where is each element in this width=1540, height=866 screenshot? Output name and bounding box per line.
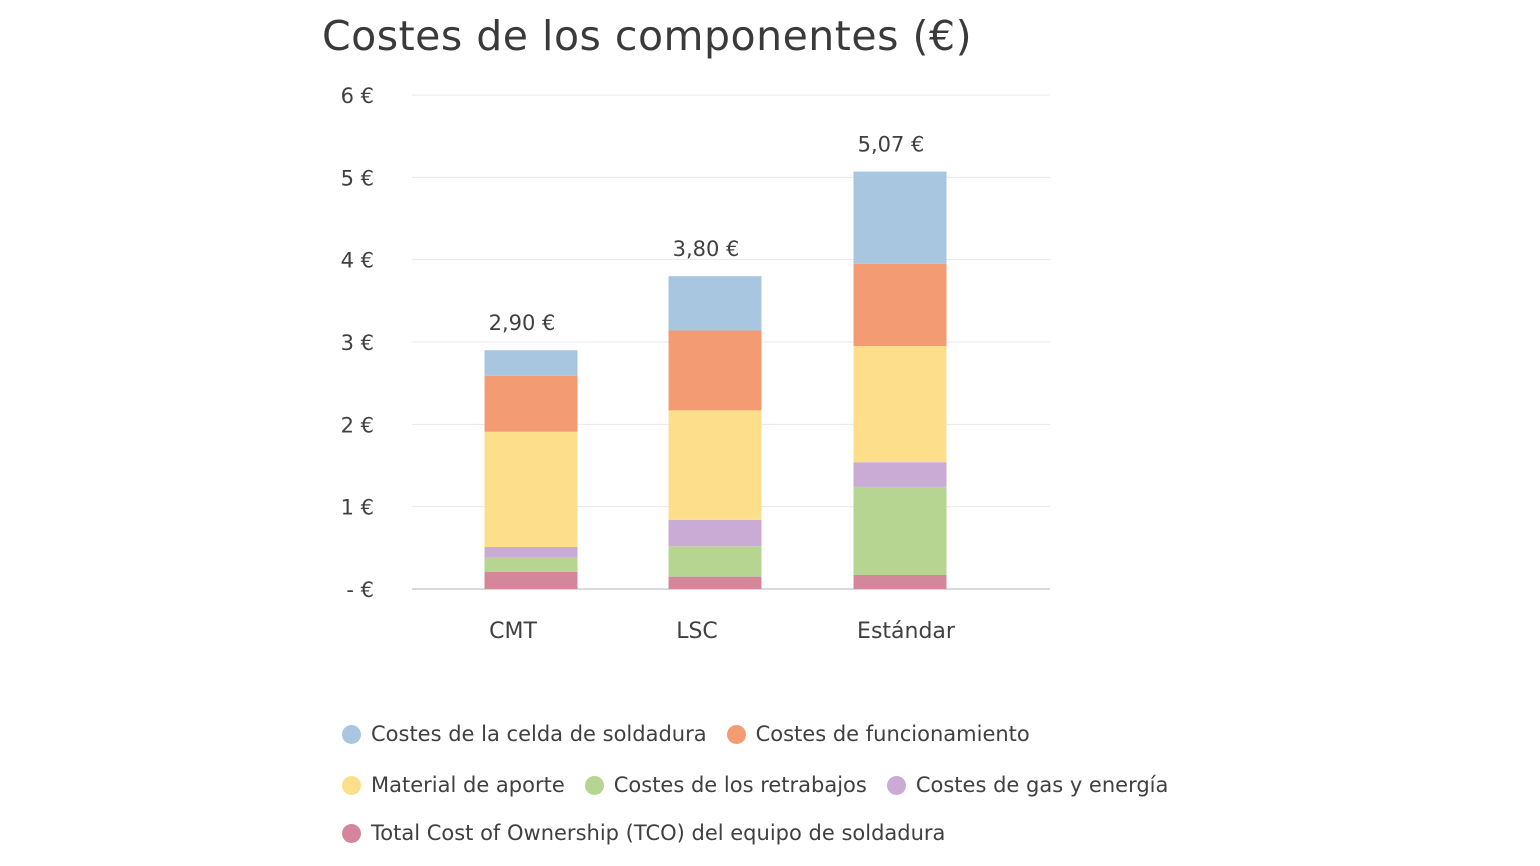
legend-item-material: Material de aporte [342,773,565,797]
legend-item-celda: Costes de la celda de soldadura [342,722,707,746]
legend-swatch [342,823,361,843]
legend-row-1: Costes de la celda de soldadura Costes d… [342,722,1050,746]
legend-swatch [726,724,746,744]
bar-segment [484,547,578,558]
y-tick-label: 2 € [341,413,374,437]
bar-segment [484,350,578,376]
x-tick-label: Estándar [857,619,956,644]
legend-swatch [886,775,906,795]
legend-label: Costes de gas y energía [915,773,1169,797]
bar-segment [484,375,578,432]
legend-label: Costes de funcionamiento [755,722,1030,746]
y-tick-label: 5 € [341,166,374,190]
legend-swatch [584,775,604,795]
legend-swatch [342,775,361,795]
bar-segment [668,276,762,331]
y-tick-label: 1 € [341,496,374,520]
legend-row-2: Material de aporte Costes de los retraba… [342,773,1188,797]
legend-item-funcionamiento: Costes de funcionamiento [726,722,1030,746]
y-tick-label: - € [346,578,374,602]
x-tick-label: LSC [676,619,718,644]
bar-segment [668,576,762,589]
bar-segment [853,462,947,487]
bar-segment [853,263,947,347]
x-tick-label: CMT [489,619,537,644]
bar-segment [853,486,947,576]
legend-item-tco: Total Cost of Ownership (TCO) del equipo… [342,821,945,845]
bar-segment [668,410,762,520]
bar-segment [668,330,762,411]
y-tick-label: 6 € [341,84,374,108]
legend-label: Costes de los retrabajos [613,773,867,797]
legend-row-3: Total Cost of Ownership (TCO) del equipo… [342,821,965,845]
legend-item-retrabajos: Costes de los retrabajos [584,773,867,797]
bar-segment [668,546,762,577]
bar-segment [853,575,947,589]
bar-segment [853,171,947,264]
legend-label: Total Cost of Ownership (TCO) del equipo… [371,821,946,845]
bar-segment [484,571,578,589]
total-label: 5,07 € [858,133,925,157]
bar-segment [853,346,947,463]
bar-segment [484,557,578,572]
bar-segment [484,431,578,548]
legend-label: Costes de la celda de soldadura [371,722,707,746]
legend-item-gas: Costes de gas y energía [886,773,1169,797]
total-label: 3,80 € [673,237,740,261]
legend-label: Material de aporte [371,773,565,797]
total-label: 2,90 € [489,311,556,335]
chart-title: Costes de los componentes (€) [322,12,973,60]
legend-swatch [342,724,361,744]
y-tick-label: 3 € [341,331,374,355]
y-tick-label: 4 € [341,249,374,273]
bar-segment [668,519,762,547]
